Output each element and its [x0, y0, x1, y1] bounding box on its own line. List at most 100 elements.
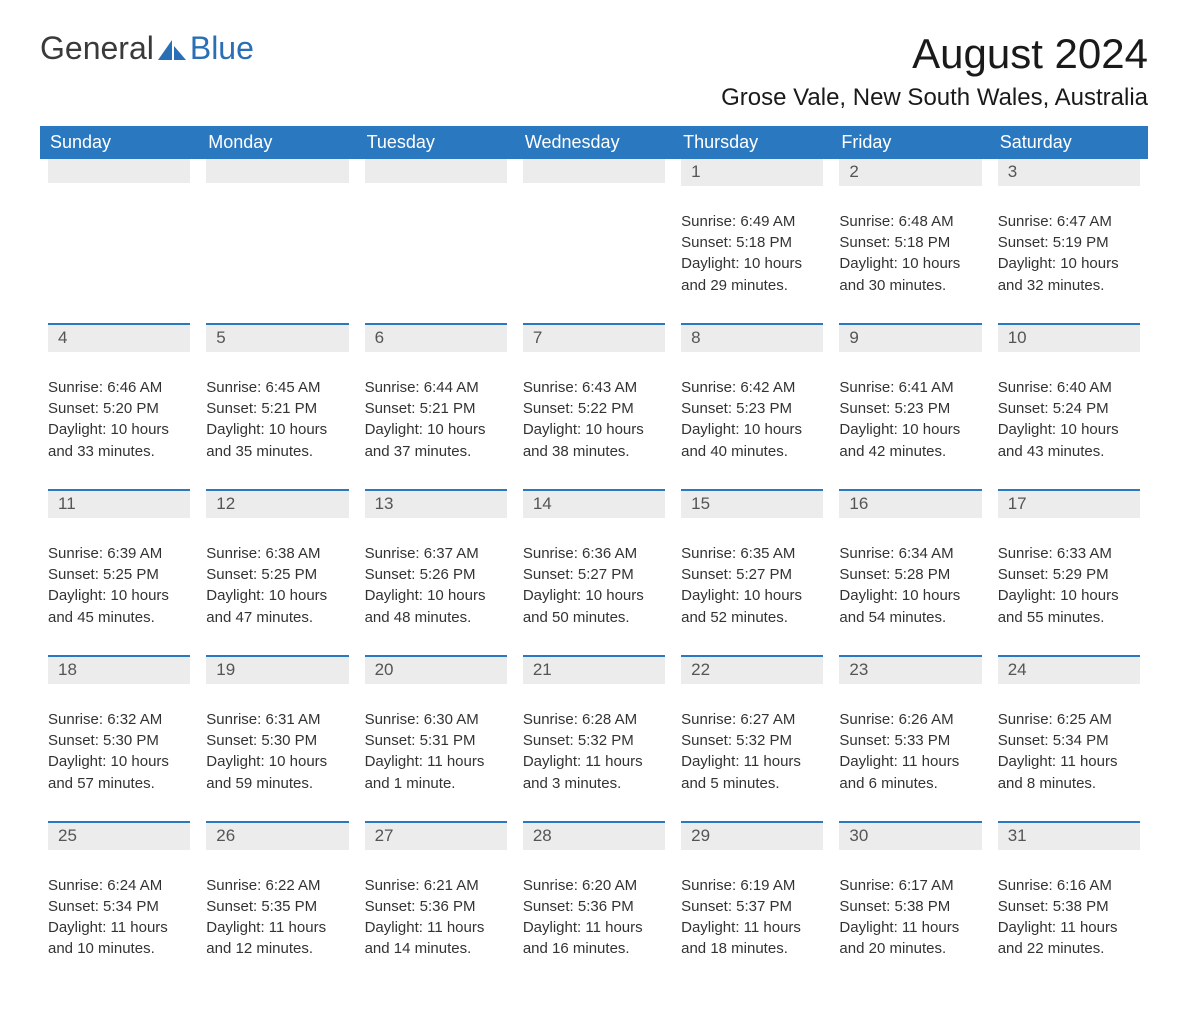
day-cell: Sunrise: 6:47 AMSunset: 5:19 PMDaylight:…	[990, 212, 1148, 323]
sunrise-text: Sunrise: 6:43 AM	[523, 378, 665, 398]
sunset-text: Sunset: 5:20 PM	[48, 399, 190, 419]
day-cell: Sunrise: 6:40 AMSunset: 5:24 PMDaylight:…	[990, 378, 1148, 489]
weekday-header-row: SundayMondayTuesdayWednesdayThursdayFrid…	[40, 126, 1148, 159]
daylight-text: Daylight: 11 hours	[839, 752, 981, 772]
day-number: 12	[206, 489, 348, 518]
day-number: 4	[48, 323, 190, 352]
sunrise-text: Sunrise: 6:40 AM	[998, 378, 1140, 398]
daylight-text: and 57 minutes.	[48, 774, 190, 794]
day-cell: Sunrise: 6:19 AMSunset: 5:37 PMDaylight:…	[673, 876, 831, 987]
daylight-text: Daylight: 11 hours	[365, 752, 507, 772]
day-number: 16	[839, 489, 981, 518]
day-cell: Sunrise: 6:36 AMSunset: 5:27 PMDaylight:…	[515, 544, 673, 655]
day-content-row: Sunrise: 6:39 AMSunset: 5:25 PMDaylight:…	[40, 544, 1148, 655]
sunrise-text: Sunrise: 6:24 AM	[48, 876, 190, 896]
weekday-header: Saturday	[990, 126, 1148, 159]
day-number: 23	[839, 655, 981, 684]
sunrise-text: Sunrise: 6:31 AM	[206, 710, 348, 730]
sunset-text: Sunset: 5:25 PM	[206, 565, 348, 585]
sunset-text: Sunset: 5:32 PM	[681, 731, 823, 751]
day-cell: Sunrise: 6:42 AMSunset: 5:23 PMDaylight:…	[673, 378, 831, 489]
day-number: 22	[681, 655, 823, 684]
day-cell: Sunrise: 6:35 AMSunset: 5:27 PMDaylight:…	[673, 544, 831, 655]
sunset-text: Sunset: 5:37 PM	[681, 897, 823, 917]
day-number: 19	[206, 655, 348, 684]
day-number: 21	[523, 655, 665, 684]
day-number: 18	[48, 655, 190, 684]
calendar-table: SundayMondayTuesdayWednesdayThursdayFrid…	[40, 126, 1148, 987]
location-subtitle: Grose Vale, New South Wales, Australia	[40, 84, 1148, 112]
day-number: 5	[206, 323, 348, 352]
daylight-text: and 37 minutes.	[365, 442, 507, 462]
day-number: 14	[523, 489, 665, 518]
sunset-text: Sunset: 5:33 PM	[839, 731, 981, 751]
weekday-header: Tuesday	[357, 126, 515, 159]
day-cell: Sunrise: 6:24 AMSunset: 5:34 PMDaylight:…	[40, 876, 198, 987]
sunset-text: Sunset: 5:29 PM	[998, 565, 1140, 585]
day-cell: Sunrise: 6:20 AMSunset: 5:36 PMDaylight:…	[515, 876, 673, 987]
daylight-text: Daylight: 10 hours	[206, 586, 348, 606]
daylight-text: Daylight: 11 hours	[206, 918, 348, 938]
daylight-text: Daylight: 10 hours	[681, 254, 823, 274]
weekday-header: Thursday	[673, 126, 831, 159]
sunrise-text: Sunrise: 6:28 AM	[523, 710, 665, 730]
sunset-text: Sunset: 5:23 PM	[681, 399, 823, 419]
day-number: 6	[365, 323, 507, 352]
day-cell: Sunrise: 6:34 AMSunset: 5:28 PMDaylight:…	[831, 544, 989, 655]
day-cell: Sunrise: 6:33 AMSunset: 5:29 PMDaylight:…	[990, 544, 1148, 655]
day-number: 7	[523, 323, 665, 352]
day-cell: Sunrise: 6:17 AMSunset: 5:38 PMDaylight:…	[831, 876, 989, 987]
sunset-text: Sunset: 5:19 PM	[998, 233, 1140, 253]
daylight-text: and 42 minutes.	[839, 442, 981, 462]
day-number: 17	[998, 489, 1140, 518]
sunrise-text: Sunrise: 6:21 AM	[365, 876, 507, 896]
daylight-text: Daylight: 10 hours	[839, 420, 981, 440]
daylight-text: Daylight: 10 hours	[48, 420, 190, 440]
day-number: 26	[206, 821, 348, 850]
sunrise-text: Sunrise: 6:16 AM	[998, 876, 1140, 896]
daylight-text: and 35 minutes.	[206, 442, 348, 462]
daylight-text: Daylight: 11 hours	[48, 918, 190, 938]
daylight-text: and 18 minutes.	[681, 939, 823, 959]
day-number-row: 45678910	[40, 323, 1148, 378]
day-cell: Sunrise: 6:27 AMSunset: 5:32 PMDaylight:…	[673, 710, 831, 821]
header: General Blue August 2024	[40, 30, 1148, 78]
sunset-text: Sunset: 5:27 PM	[681, 565, 823, 585]
day-number-row: 25262728293031	[40, 821, 1148, 876]
daylight-text: Daylight: 11 hours	[839, 918, 981, 938]
day-number: 31	[998, 821, 1140, 850]
daylight-text: and 33 minutes.	[48, 442, 190, 462]
daylight-text: Daylight: 10 hours	[998, 586, 1140, 606]
sunset-text: Sunset: 5:21 PM	[206, 399, 348, 419]
day-number: 25	[48, 821, 190, 850]
daylight-text: Daylight: 11 hours	[681, 918, 823, 938]
day-number: 30	[839, 821, 981, 850]
sunset-text: Sunset: 5:23 PM	[839, 399, 981, 419]
day-cell: Sunrise: 6:41 AMSunset: 5:23 PMDaylight:…	[831, 378, 989, 489]
daylight-text: and 45 minutes.	[48, 608, 190, 628]
day-number: 24	[998, 655, 1140, 684]
daylight-text: Daylight: 11 hours	[998, 918, 1140, 938]
sunrise-text: Sunrise: 6:25 AM	[998, 710, 1140, 730]
daylight-text: and 6 minutes.	[839, 774, 981, 794]
daylight-text: Daylight: 10 hours	[681, 586, 823, 606]
daylight-text: Daylight: 10 hours	[523, 420, 665, 440]
day-number: 15	[681, 489, 823, 518]
sunset-text: Sunset: 5:36 PM	[523, 897, 665, 917]
sunrise-text: Sunrise: 6:30 AM	[365, 710, 507, 730]
sunrise-text: Sunrise: 6:41 AM	[839, 378, 981, 398]
day-number: 9	[839, 323, 981, 352]
daylight-text: and 50 minutes.	[523, 608, 665, 628]
logo-sail-icon	[158, 38, 188, 60]
day-cell: Sunrise: 6:38 AMSunset: 5:25 PMDaylight:…	[198, 544, 356, 655]
day-cell: Sunrise: 6:49 AMSunset: 5:18 PMDaylight:…	[673, 212, 831, 323]
daylight-text: Daylight: 10 hours	[365, 586, 507, 606]
sunset-text: Sunset: 5:18 PM	[839, 233, 981, 253]
sunrise-text: Sunrise: 6:47 AM	[998, 212, 1140, 232]
daylight-text: and 16 minutes.	[523, 939, 665, 959]
sunset-text: Sunset: 5:34 PM	[48, 897, 190, 917]
daylight-text: Daylight: 10 hours	[365, 420, 507, 440]
daylight-text: Daylight: 10 hours	[998, 254, 1140, 274]
daylight-text: Daylight: 10 hours	[839, 254, 981, 274]
logo-text-1: General	[40, 30, 154, 67]
